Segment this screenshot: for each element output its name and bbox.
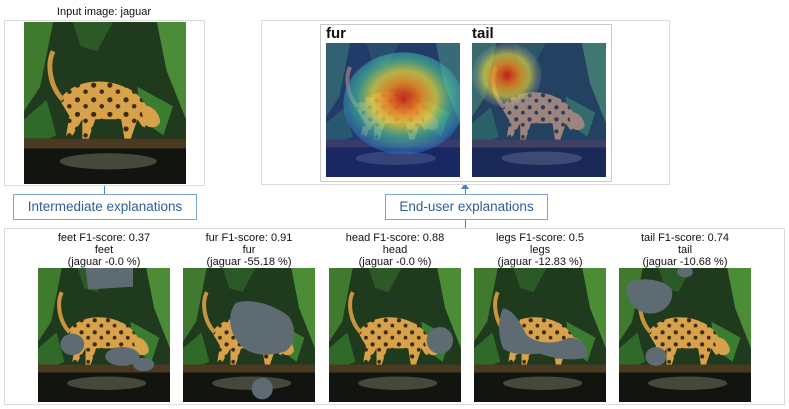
concept-name-tail: tail [677,244,693,256]
concept-effect-legs: (jaguar -12.83 %) [497,256,583,268]
concept-image-fur [183,268,315,402]
end-user-explanations-label: End-user explanations [385,194,548,220]
concept-effect-tail: (jaguar -10.68 %) [642,256,728,268]
heatmap-fur-image [326,43,460,177]
concept-image-feet [38,268,170,402]
connector-end-user-to-bottom [465,186,466,196]
concept-image-legs [474,268,606,402]
concept-image-head [329,268,461,402]
concept-score-feet: feet F1-score: 0.37 [57,232,151,244]
concept-image-tail [619,268,751,402]
connector-end-user-label-to-panel [465,219,466,229]
input-jaguar-image [24,22,186,184]
input-image-title: Input image: jaguar [56,6,152,18]
concept-score-tail: tail F1-score: 0.74 [640,232,730,244]
concept-effect-head: (jaguar -0.0 %) [358,256,432,268]
heatmap-title-fur: fur [326,25,346,42]
concept-score-head: head F1-score: 0.88 [345,232,445,244]
concept-score-legs: legs F1-score: 0.5 [495,232,585,244]
concept-name-head: head [382,244,408,256]
concept-name-feet: feet [94,244,114,256]
intermediate-explanations-label: Intermediate explanations [13,194,197,220]
concept-score-fur: fur F1-score: 0.91 [205,232,293,244]
connector-arrowhead-icon [461,183,469,189]
heatmap-title-tail: tail [472,25,494,42]
connector-input-to-intermediate [104,186,105,194]
concept-name-fur: fur [242,244,256,256]
concept-effect-feet: (jaguar -0.0 %) [67,256,141,268]
concept-effect-fur: (jaguar -55.18 %) [206,256,292,268]
heatmap-tail-image [472,43,606,177]
concept-name-legs: legs [529,244,551,256]
